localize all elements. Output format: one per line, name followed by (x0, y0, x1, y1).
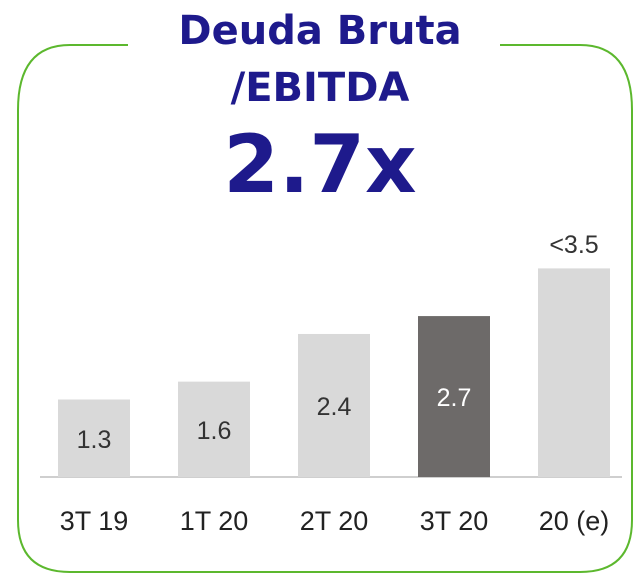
chart-title: /EBITDA (231, 65, 410, 111)
x-tick-label: 3T 19 (60, 506, 129, 536)
x-tick-label: 20 (e) (539, 506, 610, 536)
x-tick-label: 1T 20 (180, 506, 249, 536)
headline: 2.7x (223, 118, 416, 211)
bar (418, 316, 490, 477)
data-label: 1.3 (77, 426, 112, 454)
bar (538, 268, 610, 477)
bar (58, 399, 130, 477)
data-label: <3.5 (549, 231, 598, 259)
bar (178, 381, 250, 477)
bar (298, 333, 370, 477)
x-tick-label: 3T 20 (420, 506, 489, 536)
x-tick-label: 2T 20 (300, 506, 369, 536)
chart-title: Deuda Bruta (178, 8, 461, 54)
data-label: 1.6 (197, 417, 232, 445)
data-label: 2.7 (437, 384, 472, 412)
data-label: 2.4 (317, 393, 352, 421)
frame (17, 44, 633, 573)
